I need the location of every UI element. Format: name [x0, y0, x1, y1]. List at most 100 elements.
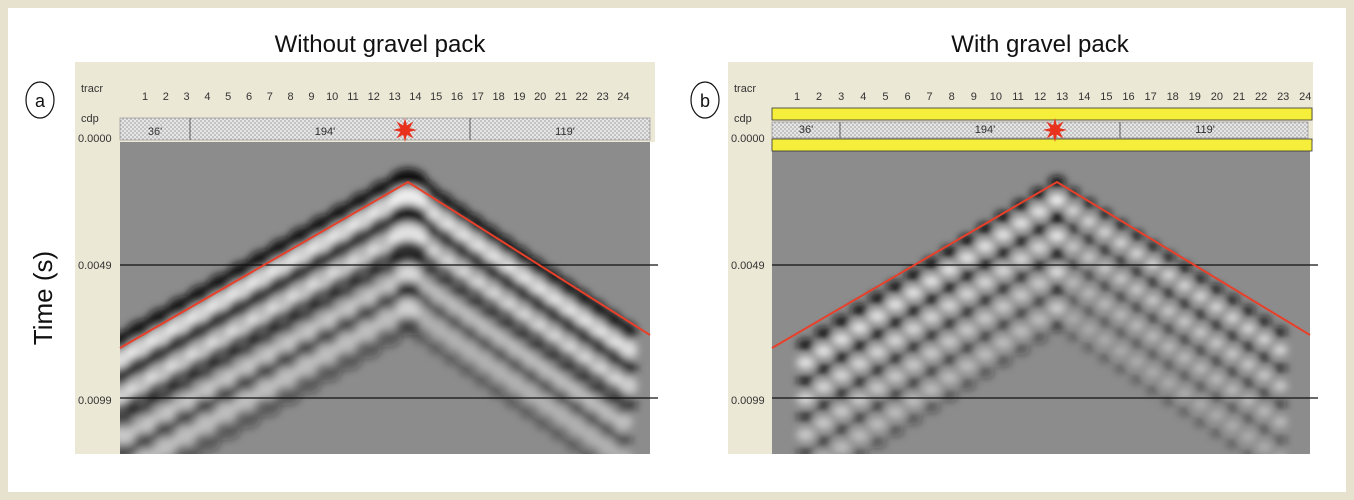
wavelet	[940, 389, 958, 402]
wavelet	[922, 275, 940, 288]
wavelet	[1225, 366, 1239, 377]
wavelet	[958, 360, 976, 373]
trace-label: 15	[430, 91, 442, 103]
wavelet	[797, 338, 815, 351]
wavelet	[1273, 363, 1287, 374]
wavelet	[1177, 280, 1191, 291]
wavelet	[1225, 402, 1239, 413]
wavelet	[850, 376, 868, 389]
wavelet	[868, 346, 886, 359]
wavelet	[994, 301, 1012, 314]
trace-label: 12	[1034, 91, 1046, 103]
wavelet	[797, 374, 815, 387]
trace-label: 5	[225, 91, 231, 103]
wavelet	[1129, 374, 1143, 385]
wavelet	[886, 406, 904, 419]
wavelet	[1050, 285, 1064, 296]
cdp-bar	[772, 122, 1308, 138]
wavelet	[1193, 345, 1207, 356]
wavelet	[958, 270, 976, 283]
trace-label: 18	[492, 91, 504, 103]
trace-label: 16	[451, 91, 463, 103]
wavelet	[922, 329, 940, 342]
wavelet	[833, 405, 851, 418]
wavelet	[1082, 216, 1096, 227]
trace-label: 4	[860, 91, 866, 103]
wavelet	[833, 423, 851, 436]
wavelet	[904, 395, 922, 408]
wavelet	[833, 369, 851, 382]
wavelet	[976, 294, 994, 307]
wavelet	[1241, 323, 1255, 334]
wavelet	[1177, 316, 1191, 327]
wavelet	[1082, 288, 1096, 299]
wavelet	[1030, 223, 1048, 236]
wavelet	[1050, 321, 1064, 332]
wavelet	[1241, 341, 1255, 352]
wavelet	[1145, 367, 1159, 378]
wavelet	[1225, 294, 1239, 305]
wavelet	[1145, 349, 1159, 360]
wavelet	[904, 323, 922, 336]
wavelet	[868, 436, 886, 449]
wavelet	[1098, 227, 1112, 238]
figure: Time (s) Without gravel packa36'194'119'…	[0, 0, 1354, 500]
wavelet	[958, 324, 976, 337]
wavelet	[940, 299, 958, 312]
trace-label: 22	[1255, 91, 1267, 103]
wavelet	[850, 430, 868, 443]
wavelet	[1225, 312, 1239, 323]
wavelet	[1098, 299, 1112, 310]
wavelet	[886, 388, 904, 401]
trace-label: 24	[1299, 91, 1311, 103]
wavelet	[1209, 320, 1223, 331]
wavelet	[1273, 435, 1287, 446]
y-axis-label: Time (s)	[28, 251, 58, 345]
wavelet	[868, 310, 886, 323]
wavelet	[815, 363, 833, 376]
wavelet	[1030, 277, 1048, 290]
wavelet	[1066, 295, 1080, 306]
wavelet	[1066, 277, 1080, 288]
wavelet	[1257, 352, 1271, 363]
wavelet	[1241, 431, 1255, 442]
wavelet	[1082, 270, 1096, 281]
left-area	[75, 142, 120, 454]
wavelet	[1082, 234, 1096, 245]
wavelet	[1050, 195, 1064, 206]
wavelet	[904, 305, 922, 318]
wavelet	[1273, 345, 1287, 356]
wavelet	[1257, 370, 1271, 381]
wavelet	[815, 417, 833, 430]
wavelet	[815, 435, 833, 448]
wavelet	[1209, 392, 1223, 403]
wavelet	[815, 399, 833, 412]
wavelet	[1161, 324, 1175, 335]
trace-label: 3	[184, 91, 190, 103]
wavelet	[1012, 289, 1030, 302]
trace-label: 13	[388, 91, 400, 103]
wavelet	[868, 364, 886, 377]
wavelet	[1145, 331, 1159, 342]
trace-label: 11	[1012, 91, 1023, 103]
wavelet	[850, 394, 868, 407]
wavelet	[922, 347, 940, 360]
wavelet	[886, 316, 904, 329]
trace-label: 20	[1211, 91, 1223, 103]
wavelet	[1129, 266, 1143, 277]
wavelet	[833, 441, 851, 454]
wavelet	[976, 366, 994, 379]
trace-label: 10	[326, 91, 338, 103]
wavelet	[1209, 302, 1223, 313]
tracr-label: tracr	[734, 83, 756, 95]
wavelet	[1098, 353, 1112, 364]
trace-label: 6	[246, 91, 252, 103]
wavelet	[1012, 235, 1030, 248]
wavelet	[904, 359, 922, 372]
wavelet	[1257, 316, 1271, 327]
wavelet	[904, 269, 922, 282]
wavelet	[1225, 330, 1239, 341]
wavelet	[940, 317, 958, 330]
panel-letter: a	[35, 91, 46, 111]
trace-label: 21	[1233, 91, 1245, 103]
